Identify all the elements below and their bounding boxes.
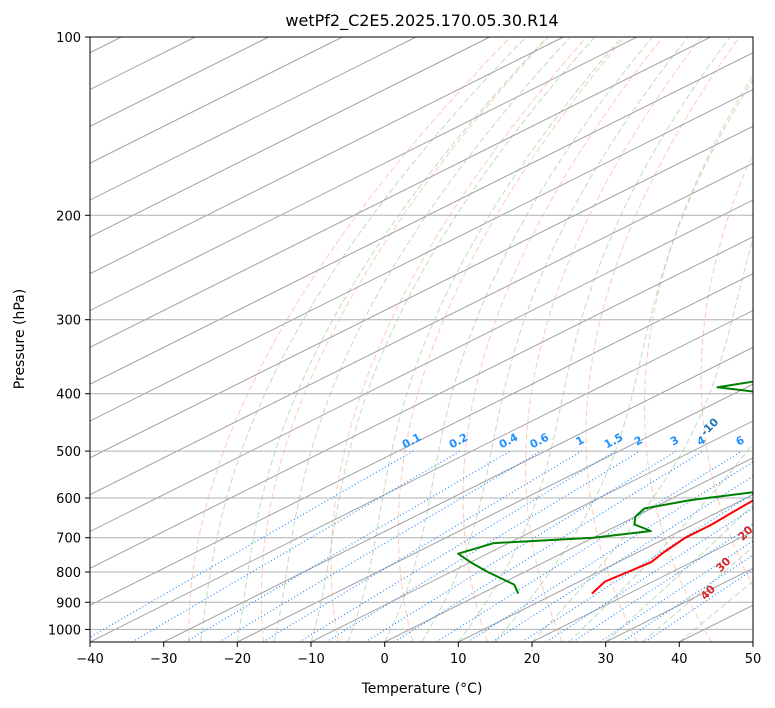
isotherm-line (90, 37, 417, 201)
isotherm-line (90, 273, 753, 606)
sounding-series (457, 380, 753, 595)
x-tick-label: 50 (745, 652, 762, 667)
dry-adiabat-line (188, 37, 511, 642)
dry-adiabat-line (525, 37, 702, 642)
moist-adiabat-line (531, 237, 753, 642)
isotherm-line (90, 162, 753, 496)
mixing-ratio-line (185, 450, 511, 642)
y-tick-label: 900 (56, 596, 81, 611)
dry-adiabat-line (585, 37, 740, 642)
y-tick-label: 200 (56, 209, 81, 224)
moist-adiabat-line (310, 37, 596, 642)
moist-adiabat-line (457, 37, 731, 642)
y-tick-label: 400 (56, 388, 81, 403)
isotherm-line (90, 37, 490, 238)
moist-adiabat-line (273, 37, 571, 642)
isotherm-line (90, 52, 753, 385)
x-tick-label: −40 (76, 652, 103, 667)
chart-title: wetPf2_C2E5.2025.170.05.30.R14 (285, 11, 558, 31)
x-tick-label: −10 (297, 652, 324, 667)
y-tick-label: 300 (56, 314, 81, 329)
isotherm-line (90, 37, 343, 164)
isotherm-line (90, 37, 564, 275)
x-tick-label: −30 (150, 652, 177, 667)
x-tick-label: 40 (671, 652, 688, 667)
isotherm-line (90, 37, 711, 348)
mixing-ratio-line (393, 450, 704, 642)
moist-adiabat-line (642, 546, 753, 642)
mixing-ratio-line (572, 523, 753, 642)
mixing-ratio-line (644, 568, 753, 642)
isotherm-line (90, 199, 753, 533)
y-tick-label: 600 (56, 492, 81, 507)
isotherm-line (237, 383, 753, 642)
x-tick-label: −20 (224, 652, 251, 667)
mixing-ratio-line (218, 450, 542, 642)
dewpoint-profile-line (457, 380, 753, 595)
isotherms (90, 37, 753, 642)
isotherm-line (90, 88, 753, 422)
x-tick-label: 0 (381, 652, 389, 667)
isotherm-line (458, 494, 753, 642)
dry-adiabat-line (330, 37, 587, 642)
plot-area: 0.10.20.40.611.52346810131620253036-100-… (90, 37, 753, 642)
isotherm-line (90, 125, 753, 459)
moist-adiabats (200, 37, 753, 642)
y-tick-label: 700 (56, 532, 81, 547)
isotherm-line (163, 346, 753, 642)
dry-adiabat-line (260, 37, 549, 642)
y-axis-title: Pressure (hPa) (12, 289, 28, 389)
x-tick-label: 20 (524, 652, 541, 667)
x-axis-title: Temperature (°C) (361, 681, 483, 697)
x-axis: −40 −30 −20 −10 0 10 20 30 40 50 (76, 642, 761, 667)
y-tick-label: 500 (56, 445, 81, 460)
moist-adiabat-line (494, 78, 753, 642)
x-tick-label: 30 (597, 652, 614, 667)
temperature-profile-line (591, 499, 753, 595)
x-tick-label: 10 (450, 652, 467, 667)
y-tick-label: 1000 (48, 623, 81, 638)
isotherm-line (384, 457, 753, 642)
moist-adiabat-line (678, 580, 753, 642)
isotherm-line (90, 236, 753, 569)
moist-adiabat-line (384, 37, 653, 642)
mixing-ratio-line (599, 540, 753, 642)
mixing-ratio-line (298, 450, 616, 642)
isotherm-line (90, 37, 638, 312)
mixing-ratio-line (325, 450, 641, 642)
isotherm-line (90, 309, 753, 642)
moist-adiabat-line (236, 37, 548, 642)
y-tick-label: 800 (56, 566, 81, 581)
isotherm-line (531, 530, 753, 642)
mixing-ratio-line (262, 450, 582, 642)
mixing-ratio-line (521, 493, 753, 642)
plot-frame (89, 36, 754, 643)
dry-adiabat-line (462, 37, 664, 642)
y-tick-label: 100 (56, 31, 81, 46)
moist-adiabat-line (421, 37, 689, 642)
mixing-ratio-line (622, 554, 753, 642)
mixing-ratio-lines (90, 450, 753, 642)
dry-adiabat-line (700, 151, 753, 588)
pressure-gridlines (90, 37, 753, 630)
y-axis: 100 200 300 400 500 600 700 800 900 1000 (48, 31, 90, 638)
moist-adiabat-line (200, 37, 527, 642)
